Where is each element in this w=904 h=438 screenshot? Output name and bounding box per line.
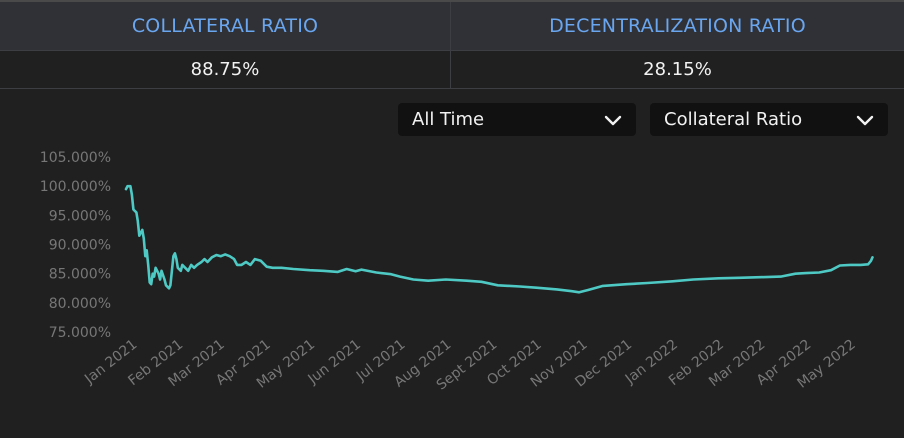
decentralization-ratio-label: DECENTRALIZATION RATIO — [549, 15, 806, 37]
stats-header-row: COLLATERAL RATIO DECENTRALIZATION RATIO — [0, 2, 904, 51]
metric-selected: Collateral Ratio — [664, 109, 803, 130]
collateral-ratio-label: COLLATERAL RATIO — [131, 15, 319, 37]
header-divider — [450, 2, 451, 50]
collateral-ratio-chart: 75.000% 80.000% 85.000% 90.000% 95.000% 100.0… — [40, 150, 874, 394]
y-tick-label: 75.000% — [49, 325, 111, 341]
time-range-dropdown[interactable]: All Time — [398, 103, 636, 136]
collateral-header-cell: COLLATERAL RATIO — [0, 2, 450, 50]
y-tick-label: 85.000% — [49, 267, 111, 283]
plot-area — [124, 184, 874, 294]
decentralization-value-cell: 28.15% — [451, 51, 904, 88]
chevron-down-icon — [602, 109, 624, 131]
y-tick-label: 95.000% — [49, 208, 111, 224]
y-tick-label: 90.000% — [49, 238, 111, 254]
y-axis: 75.000% 80.000% 85.000% 90.000% 95.000% 100.0… — [40, 150, 111, 341]
time-range-selected: All Time — [412, 109, 485, 130]
top-border — [0, 0, 904, 2]
chevron-down-icon — [854, 109, 876, 131]
collateral-value-cell: 88.75% — [0, 51, 450, 88]
value-divider — [450, 51, 451, 88]
y-tick-label: 100.000% — [40, 179, 111, 195]
series-line — [124, 184, 874, 294]
y-tick-label: 105.000% — [40, 150, 111, 166]
metric-dropdown[interactable]: Collateral Ratio — [650, 103, 888, 136]
stats-value-row: 88.75% 28.15% — [0, 51, 904, 89]
decentralization-ratio-value: 28.15% — [643, 59, 712, 80]
collateral-ratio-value: 88.75% — [190, 59, 260, 80]
y-tick-label: 80.000% — [49, 296, 111, 312]
decentralization-header-cell: DECENTRALIZATION RATIO — [451, 2, 904, 50]
